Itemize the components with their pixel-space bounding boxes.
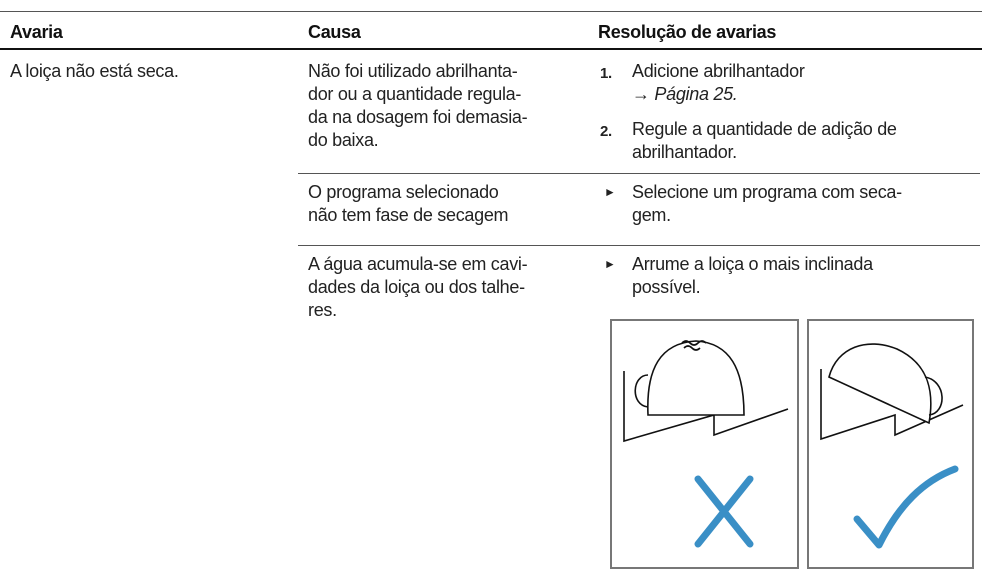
remedy: possível. [632, 277, 701, 297]
remedy: abrilhantador. [632, 142, 737, 162]
rule [0, 11, 982, 12]
cause: Não foi utilizado abrilhanta- [308, 61, 518, 81]
cause: do baixa. [308, 130, 379, 150]
cause: dor ou a quantidade regula- [308, 84, 522, 104]
step-number: 1. [600, 65, 612, 82]
header: Resolução de avarias [598, 22, 777, 42]
bullet: ► [604, 257, 616, 271]
bullet: ► [604, 185, 616, 199]
illustration-right [807, 319, 974, 569]
remedy: Arrume a loiça o mais inclinada [632, 254, 873, 274]
illustration-wrong [610, 319, 799, 569]
remedy: Regule a quantidade de adição de [632, 119, 897, 139]
step-number: 2. [600, 123, 612, 140]
cause: res. [308, 300, 337, 320]
link-text: Página 25. [654, 84, 738, 104]
cause: A água acumula-se em cavi- [308, 254, 528, 274]
cause: não tem fase de secagem [308, 205, 509, 225]
remedy: Selecione um programa com seca- [632, 182, 902, 202]
cause: dades da loiça ou dos talhe- [308, 277, 525, 297]
remedy: Adicione abrilhantador [632, 61, 805, 81]
rule [298, 173, 980, 174]
header: Causa [308, 22, 361, 42]
rule [0, 48, 982, 50]
header: Avaria [10, 22, 63, 42]
cause: O programa selecionado [308, 182, 499, 202]
link: → Página 25. [632, 84, 738, 104]
problem: A loiça não está seca. [10, 61, 179, 81]
cause: da na dosagem foi demasia- [308, 107, 528, 127]
rule [298, 245, 980, 246]
remedy: gem. [632, 205, 671, 225]
